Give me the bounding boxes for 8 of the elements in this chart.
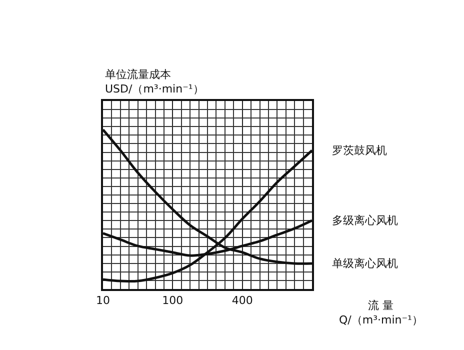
series-label: 多级离心风机 [332, 214, 398, 227]
series-label: 单级离心风机 [332, 257, 398, 270]
x-tick-label: 400 [232, 294, 253, 308]
series-label: 罗茨鼓风机 [332, 144, 387, 157]
x-tick-label: 100 [162, 294, 184, 308]
x-axis-title: 流 量 Q/（m³·min⁻¹） [339, 299, 423, 326]
y-axis-title: 单位流量成本 USD/（m³·min⁻¹） [105, 68, 204, 96]
x-tick-label: 10 [96, 294, 110, 308]
